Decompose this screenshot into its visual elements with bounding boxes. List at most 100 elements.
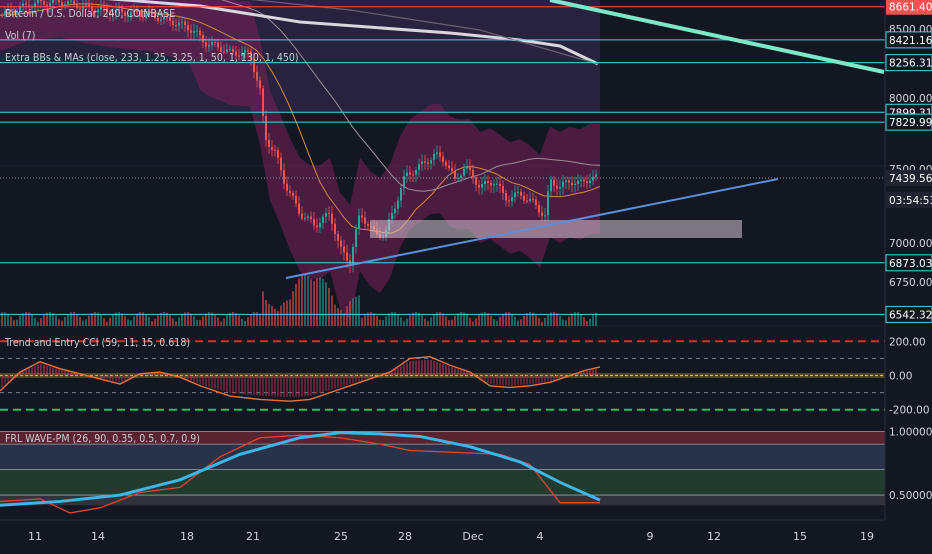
price-axis-background <box>885 0 932 550</box>
candle-body <box>289 190 291 193</box>
volume-bar <box>289 299 291 326</box>
candle-body <box>535 199 537 206</box>
level-price-label-tag <box>886 254 932 271</box>
volume-bar <box>148 317 150 326</box>
candle-body <box>214 42 216 44</box>
candle-body <box>538 205 540 213</box>
volume-bar <box>262 291 264 326</box>
volume-bar <box>349 301 351 326</box>
candle-body <box>223 51 225 53</box>
volume-bar <box>193 316 195 326</box>
candle-body <box>565 180 567 182</box>
candle-body <box>115 9 117 14</box>
candle-body <box>151 11 153 14</box>
volume-bar <box>472 321 474 326</box>
candle-body <box>526 200 528 202</box>
price-axis[interactable]: 8500.008000.007500.007000.006750.008661.… <box>884 0 932 550</box>
candle-body <box>16 10 18 14</box>
volume-bar <box>475 318 477 326</box>
volume-bar <box>358 295 360 326</box>
cci-line <box>0 355 601 402</box>
cci-tick-label: 0.00 <box>889 371 912 383</box>
candle-body <box>181 21 183 23</box>
candle-body <box>571 182 573 186</box>
candle-body <box>550 179 552 192</box>
candle-body <box>475 177 477 185</box>
candle-body <box>532 198 534 200</box>
level-price-label: 8661.40 <box>889 2 932 14</box>
candle-body <box>163 16 165 20</box>
volume-bar <box>139 312 141 326</box>
candle-body <box>241 52 243 57</box>
level-price-label: 7829.99 <box>889 117 932 129</box>
volume-bar <box>454 316 456 326</box>
time-tick-label: 21 <box>246 530 260 543</box>
candle-body <box>415 170 417 175</box>
time-tick-label: 12 <box>707 530 721 543</box>
volume-bar <box>268 304 270 326</box>
volume-bar <box>433 314 435 326</box>
volume-bar <box>88 315 90 326</box>
candle-body <box>205 42 207 47</box>
volume-bar <box>157 315 159 326</box>
volume-bar <box>145 314 147 326</box>
candle-body <box>304 217 306 219</box>
volume-bar <box>10 316 12 326</box>
volume-bar <box>4 312 6 326</box>
bollinger-band-outer <box>0 0 600 321</box>
candle-body <box>10 9 12 12</box>
volume-bar <box>172 318 174 326</box>
volume-bar <box>547 314 549 326</box>
candle-body <box>58 0 60 3</box>
volume-bar <box>376 316 378 326</box>
candle-body <box>511 197 513 202</box>
time-axis[interactable]: 11 14 18 21 25 28 Dec 4 9 12 15 19 <box>0 519 932 550</box>
volume-bar <box>409 315 411 326</box>
volume-bar <box>571 313 573 326</box>
volume-bar <box>529 312 531 326</box>
wave-top-zone <box>0 431 885 445</box>
volume-bar <box>337 308 339 326</box>
candle-body <box>73 0 75 5</box>
candle-body <box>502 186 504 193</box>
volume-bar <box>286 300 288 326</box>
candle-body <box>193 30 195 33</box>
candle-body <box>220 47 222 52</box>
candle-body <box>442 156 444 163</box>
wave-upper-zone <box>0 444 885 470</box>
volume-bar <box>559 315 561 326</box>
candle-body <box>97 9 99 13</box>
candle-body <box>400 188 402 201</box>
volume-bar <box>310 279 312 326</box>
volume-bar <box>511 313 513 326</box>
volume-bar <box>487 313 489 326</box>
volume-bar <box>244 320 246 326</box>
level-price-label: 6542.32 <box>889 309 932 321</box>
candle-body <box>61 2 63 6</box>
candle-body <box>547 191 549 216</box>
candle-body <box>490 182 492 186</box>
volume-bar <box>523 315 525 326</box>
volume-bar <box>304 274 306 326</box>
volume-bar <box>103 318 105 326</box>
candle-body <box>427 162 429 164</box>
candle-body <box>295 195 297 204</box>
candle-body <box>358 215 360 230</box>
candle-body <box>256 72 258 81</box>
volume-bar <box>442 313 444 326</box>
candle-body <box>316 225 318 228</box>
candle-body <box>43 1 45 5</box>
moving-average-mid <box>220 0 601 192</box>
candle-body <box>397 200 399 209</box>
price-tick-label: 8000.00 <box>889 93 932 105</box>
level-price-outline <box>885 113 932 131</box>
volume-bar <box>331 295 333 326</box>
candle-body <box>244 50 246 53</box>
candle-body <box>103 6 105 8</box>
candle-body <box>79 8 81 10</box>
level-price-label-tag <box>886 114 932 131</box>
volume-bar <box>133 316 135 326</box>
volume-bar <box>478 314 480 326</box>
